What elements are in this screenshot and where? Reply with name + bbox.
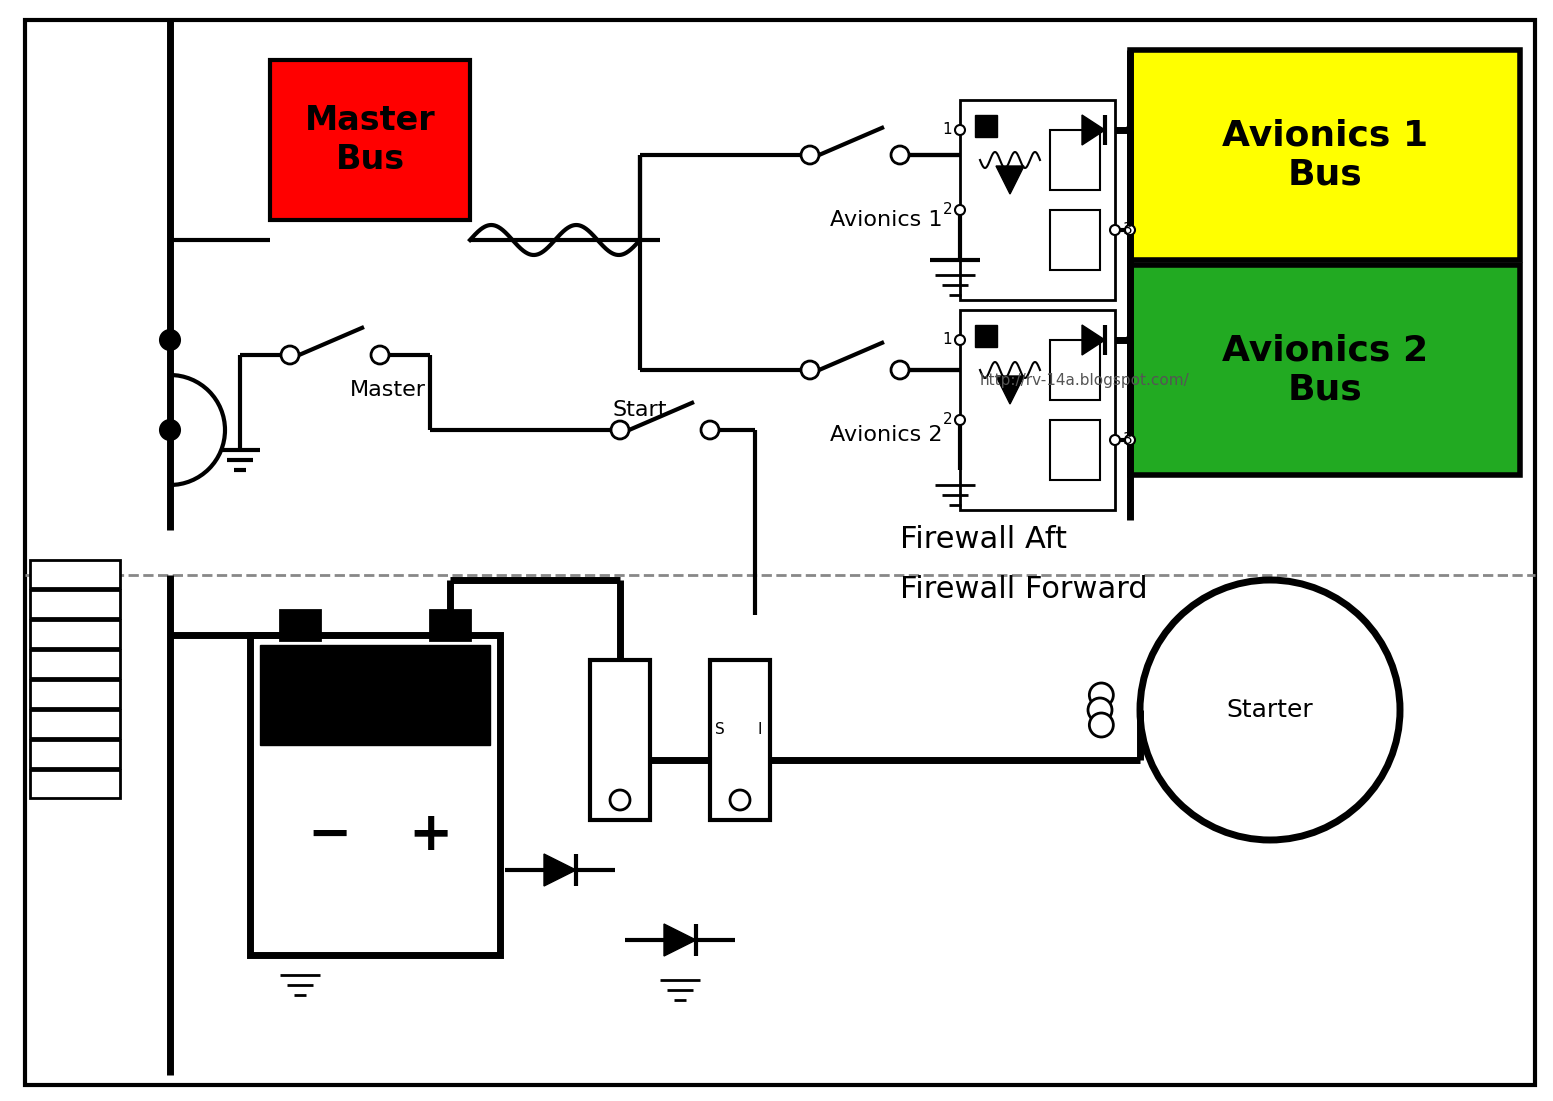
Text: Master: Master: [349, 380, 426, 400]
Bar: [430, 610, 471, 640]
Circle shape: [160, 419, 180, 440]
Text: S: S: [714, 722, 725, 738]
Bar: [975, 115, 997, 137]
Text: Avionics 2: Avionics 2: [829, 425, 943, 445]
Bar: [30, 740, 120, 768]
Circle shape: [955, 415, 964, 425]
Text: http://rv-14a.blogspot.com/: http://rv-14a.blogspot.com/: [980, 372, 1190, 388]
Bar: [960, 310, 1115, 510]
Bar: [710, 659, 770, 820]
Text: 2: 2: [943, 203, 952, 218]
Bar: [1050, 130, 1100, 190]
Circle shape: [371, 346, 388, 364]
Text: 3: 3: [1123, 433, 1132, 447]
Text: Avionics 1: Avionics 1: [829, 210, 943, 230]
Bar: [259, 645, 491, 745]
Bar: [960, 100, 1115, 299]
Text: 3: 3: [1123, 222, 1132, 238]
Bar: [270, 59, 471, 220]
Circle shape: [1089, 698, 1112, 722]
Circle shape: [955, 205, 964, 215]
Bar: [250, 635, 500, 955]
Circle shape: [801, 361, 818, 379]
Bar: [975, 325, 997, 347]
Bar: [30, 710, 120, 738]
Text: I: I: [758, 722, 763, 738]
Circle shape: [610, 421, 629, 439]
Circle shape: [955, 126, 964, 135]
Text: 1: 1: [943, 333, 952, 348]
Bar: [590, 659, 651, 820]
Polygon shape: [1082, 325, 1106, 355]
Circle shape: [281, 346, 300, 364]
Text: 1: 1: [943, 122, 952, 138]
Bar: [30, 590, 120, 618]
Text: Start: Start: [613, 400, 668, 419]
Circle shape: [1110, 225, 1120, 235]
Text: Master
Bus: Master Bus: [304, 105, 435, 175]
Circle shape: [1089, 713, 1114, 737]
Polygon shape: [995, 166, 1023, 194]
Polygon shape: [1082, 115, 1106, 145]
Bar: [1050, 340, 1100, 400]
Circle shape: [801, 146, 818, 164]
Bar: [30, 680, 120, 708]
Bar: [280, 610, 320, 640]
Circle shape: [700, 421, 719, 439]
Bar: [30, 620, 120, 648]
Bar: [30, 560, 120, 588]
Circle shape: [1089, 683, 1114, 707]
Circle shape: [610, 791, 631, 810]
Polygon shape: [995, 377, 1023, 404]
Bar: [30, 650, 120, 678]
Polygon shape: [665, 924, 696, 956]
Text: Avionics 2
Bus: Avionics 2 Bus: [1222, 334, 1429, 406]
Text: 2: 2: [943, 413, 952, 427]
Bar: [30, 770, 120, 798]
Circle shape: [1140, 580, 1399, 840]
Text: −: −: [307, 809, 353, 861]
Circle shape: [891, 361, 909, 379]
Polygon shape: [544, 854, 576, 886]
Bar: [1131, 50, 1520, 260]
Circle shape: [955, 335, 964, 345]
Text: Avionics 1
Bus: Avionics 1 Bus: [1222, 118, 1429, 192]
Text: Starter: Starter: [1227, 698, 1314, 722]
Circle shape: [1110, 435, 1120, 445]
Text: Firewall Aft: Firewall Aft: [901, 525, 1067, 555]
Bar: [1131, 265, 1520, 475]
Bar: [1050, 210, 1100, 270]
Bar: [1050, 419, 1100, 480]
Text: 4: 4: [1123, 122, 1132, 138]
Text: +: +: [408, 809, 452, 861]
Circle shape: [730, 791, 750, 810]
Text: Firewall Forward: Firewall Forward: [901, 576, 1148, 604]
Circle shape: [160, 330, 180, 350]
Circle shape: [1124, 435, 1135, 445]
Text: 4: 4: [1123, 333, 1132, 348]
Circle shape: [891, 146, 909, 164]
Circle shape: [1124, 225, 1135, 235]
